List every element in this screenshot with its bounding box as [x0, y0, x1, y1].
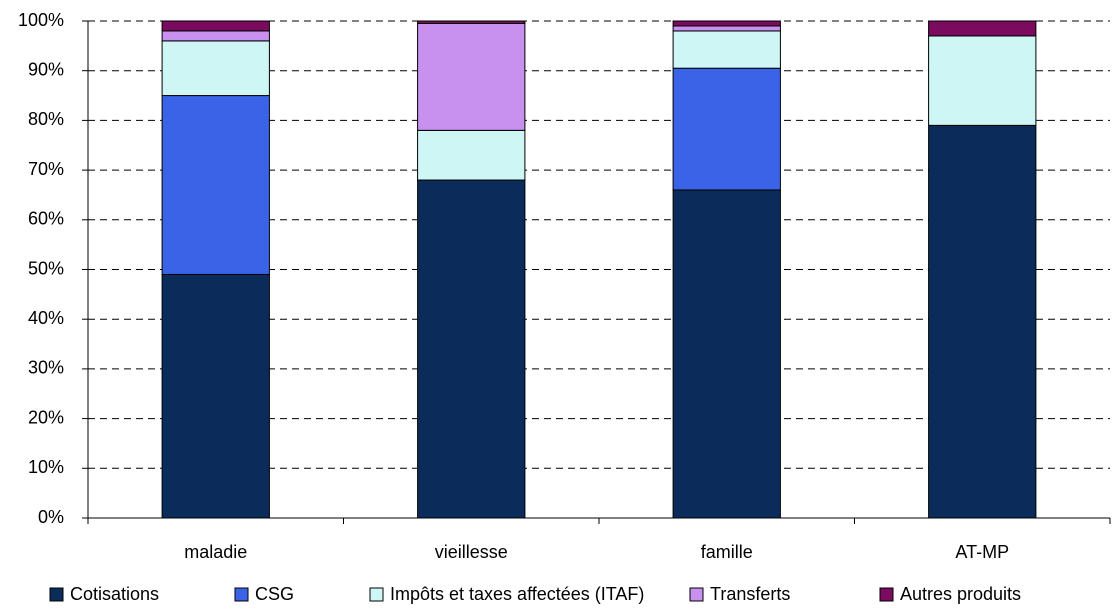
y-tick-label: 30%: [28, 358, 64, 378]
y-tick-label: 70%: [28, 159, 64, 179]
y-tick-label: 10%: [28, 457, 64, 477]
legend-swatch: [879, 587, 894, 602]
bar-segment: [672, 30, 781, 69]
x-tick-label: famille: [701, 542, 753, 562]
y-tick-label: 20%: [28, 407, 64, 427]
bar-segment: [672, 189, 781, 519]
bar-segment: [672, 25, 781, 32]
y-tick-label: 40%: [28, 308, 64, 328]
legend-swatch: [234, 587, 249, 602]
y-tick-label: 90%: [28, 59, 64, 79]
x-tick-label: maladie: [184, 542, 247, 562]
bar-segment: [928, 35, 1037, 126]
legend-swatch: [49, 587, 64, 602]
y-tick-label: 80%: [28, 109, 64, 129]
bar-segment: [161, 30, 270, 42]
bar-segment: [672, 67, 781, 191]
y-tick-label: 0%: [38, 507, 64, 527]
legend-label: Cotisations: [70, 584, 159, 604]
bar-segment: [161, 40, 270, 97]
legend-label: Transferts: [710, 584, 790, 604]
y-tick-label: 60%: [28, 209, 64, 229]
bar-segment: [161, 273, 270, 519]
legend-label: CSG: [255, 584, 294, 604]
legend-label: Autres produits: [900, 584, 1021, 604]
legend-label: Impôts et taxes affectées (ITAF): [390, 584, 644, 604]
bar-segment: [928, 124, 1037, 519]
bar-segment: [417, 129, 526, 181]
bar-segment: [417, 22, 526, 131]
bar-segment: [928, 20, 1037, 37]
legend-swatch: [369, 587, 384, 602]
legend-swatch: [689, 587, 704, 602]
x-tick-label: AT-MP: [955, 542, 1009, 562]
y-tick-label: 50%: [28, 258, 64, 278]
bar-segment: [417, 20, 526, 24]
x-tick-label: vieillesse: [435, 542, 508, 562]
bar-segment: [161, 20, 270, 32]
bar-segment: [417, 179, 526, 519]
bar-segment: [161, 95, 270, 275]
bar-segment: [672, 20, 781, 27]
y-tick-label: 100%: [18, 10, 64, 30]
